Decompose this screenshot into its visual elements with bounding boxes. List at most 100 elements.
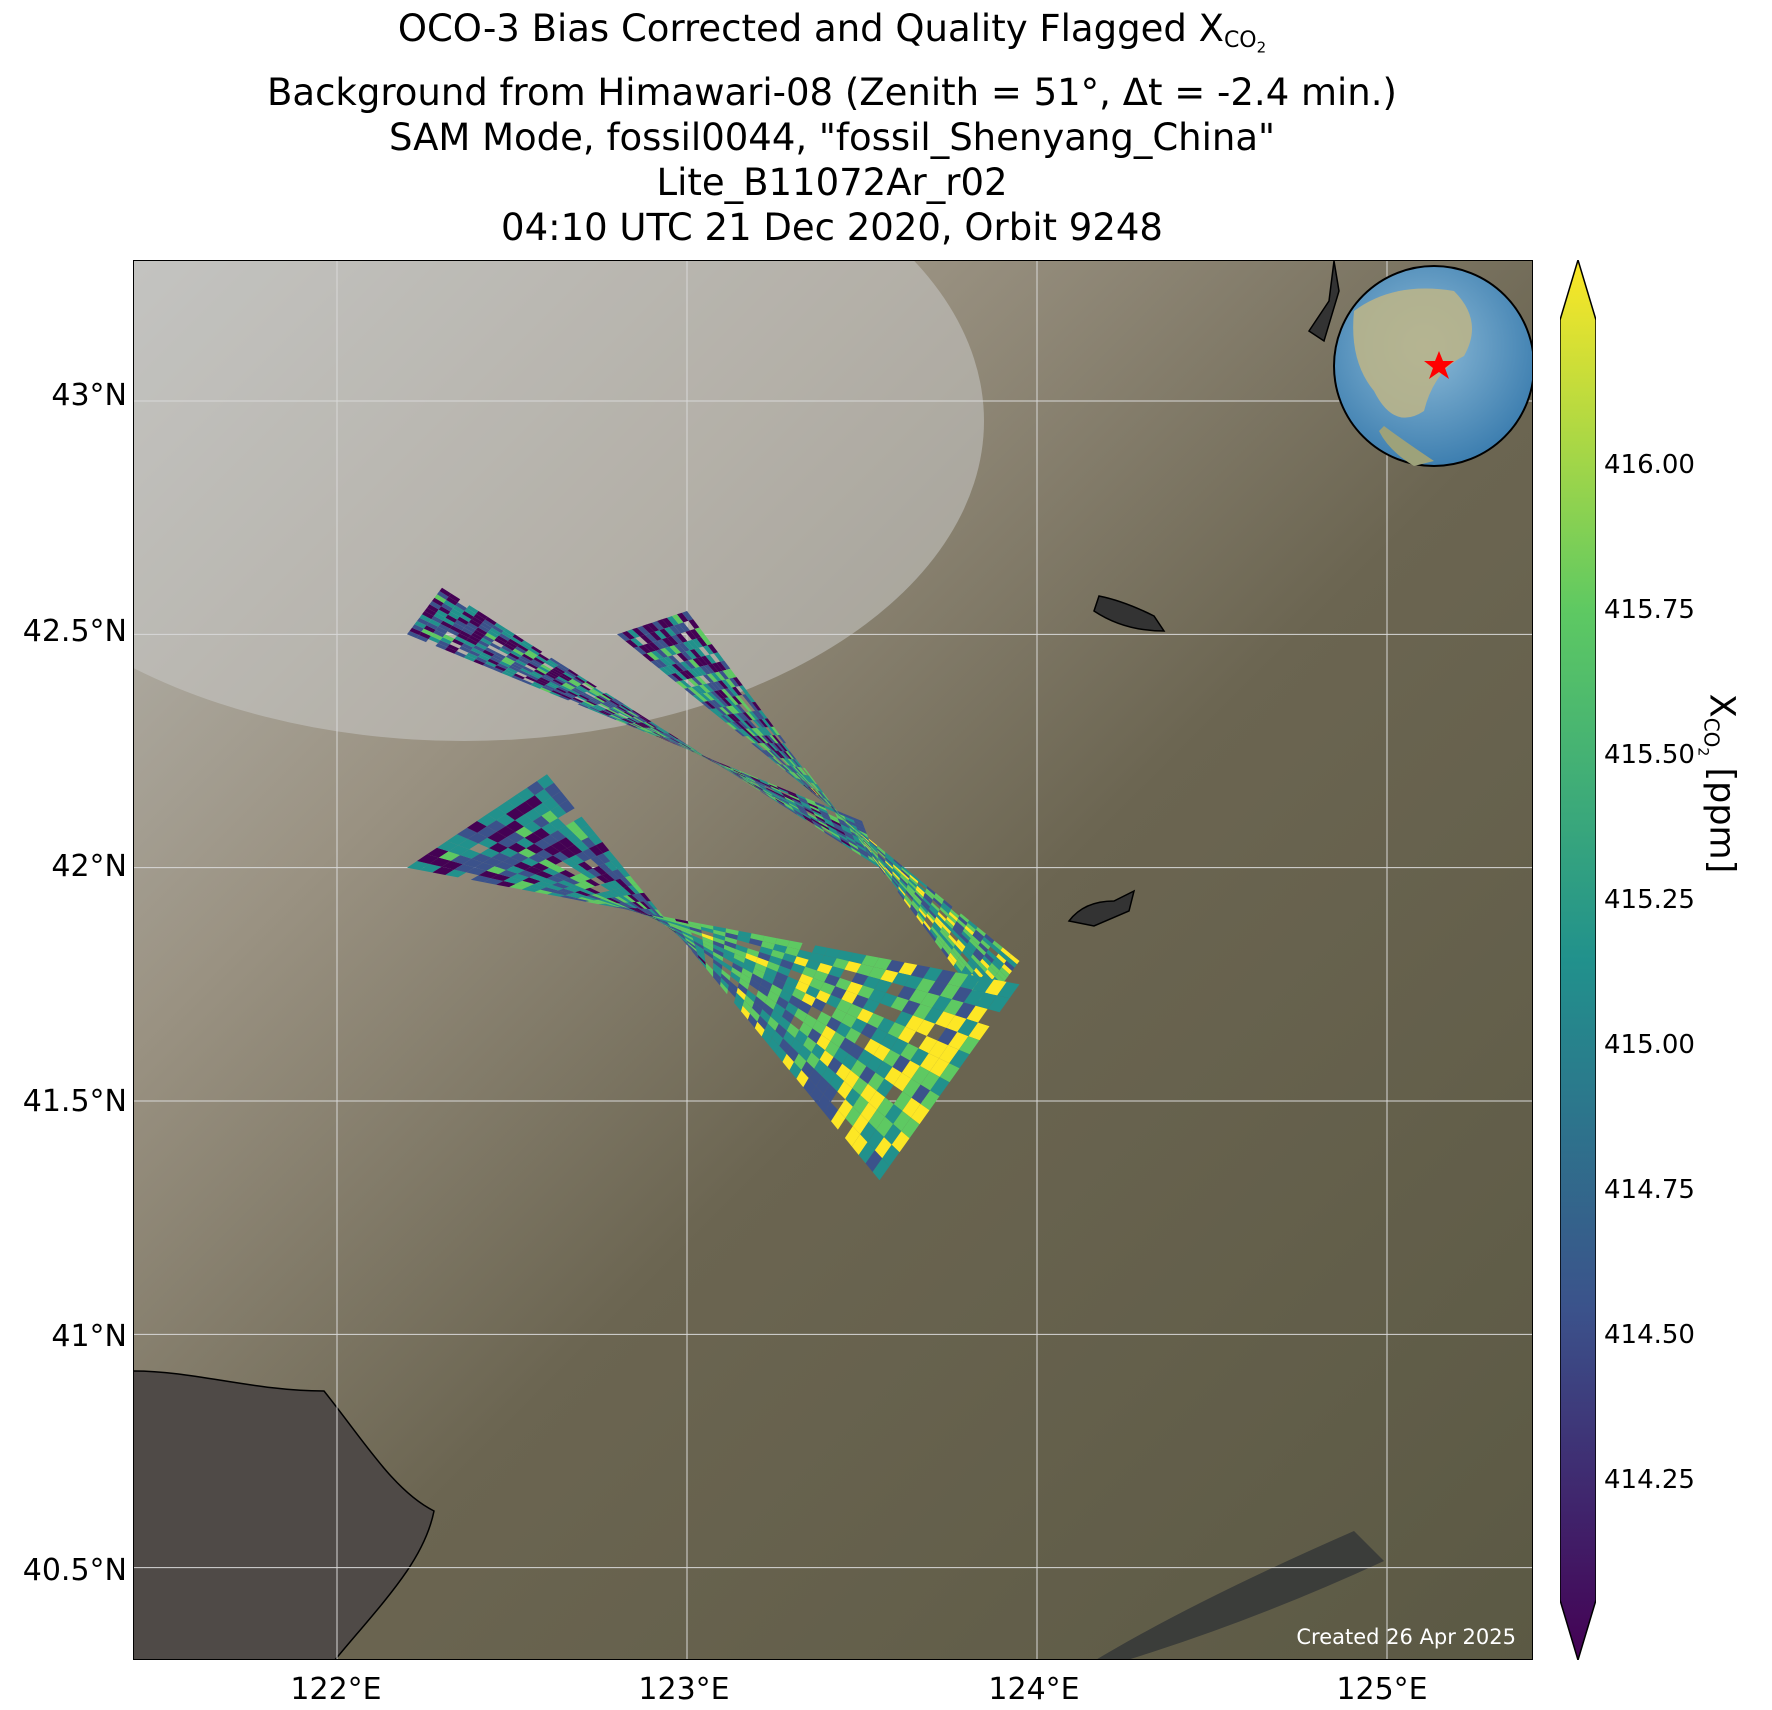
xco2-cell — [684, 744, 696, 751]
xco2-cell — [917, 883, 926, 893]
xco2-cell — [853, 820, 865, 828]
xco2-cell — [809, 805, 821, 813]
xco2-cell — [706, 673, 718, 683]
xco2-cell — [617, 867, 631, 878]
xco2-cell — [424, 607, 437, 616]
xco2-cell — [638, 722, 650, 728]
xco2-cell — [530, 683, 542, 689]
xco2-cell — [739, 977, 750, 990]
xco2-cell — [628, 902, 642, 909]
xco2-cell — [770, 786, 782, 793]
xco2-cell — [606, 715, 618, 720]
xco2-cell — [994, 956, 1005, 968]
xco2-cell — [759, 750, 771, 757]
xco2-cell — [899, 878, 908, 889]
xco2-cell — [857, 985, 875, 999]
xco2-cell — [663, 666, 676, 675]
xco2-cell — [675, 681, 688, 689]
xco2-cell — [832, 958, 849, 970]
xco2-cell — [974, 929, 985, 940]
target-star-icon — [1424, 351, 1454, 379]
lon-tick-label: 122°E — [290, 1672, 382, 1707]
xco2-cell — [713, 966, 722, 978]
xco2-cell — [801, 774, 811, 783]
xco2-cell — [841, 826, 853, 835]
xco2-cell — [978, 961, 988, 973]
xco2-cell — [842, 1053, 858, 1071]
xco2-cell — [655, 649, 668, 658]
xco2-cell — [640, 727, 652, 733]
xco2-cell — [547, 659, 559, 667]
xco2-cell — [482, 663, 495, 670]
colorbar-tick-label: 415.75 — [1604, 595, 1695, 625]
xco2-cell — [751, 743, 762, 751]
xco2-cell — [520, 668, 532, 675]
xco2-cell — [713, 948, 724, 958]
xco2-cell — [457, 827, 478, 839]
xco2-cell — [746, 720, 757, 729]
xco2-cell — [721, 973, 730, 986]
xco2-cell — [890, 1038, 909, 1056]
xco2-cell — [789, 758, 799, 768]
xco2-cell — [471, 616, 483, 625]
xco2-cell — [838, 1099, 853, 1119]
xco2-cell — [912, 1004, 932, 1020]
xco2-cell — [796, 772, 806, 781]
xco2-cell — [503, 643, 515, 651]
xco2-cell — [761, 735, 772, 744]
xco2-cell — [742, 1000, 753, 1014]
xco2-cell — [632, 723, 644, 728]
xco2-cell — [793, 808, 804, 817]
xco2-cell — [892, 869, 901, 879]
xco2-cell — [551, 791, 568, 806]
xco2-cell — [558, 674, 571, 682]
xco2-cell — [776, 757, 787, 766]
xco2-cell — [901, 865, 911, 875]
xco2-cell — [997, 981, 1020, 999]
xco2-cell — [898, 962, 918, 976]
xco2-cell — [549, 669, 562, 677]
xco2-cell — [917, 912, 925, 923]
xco2-cell — [591, 706, 603, 711]
xco2-cell — [746, 778, 758, 785]
xco2-cell — [686, 940, 697, 950]
xco2-cell — [524, 651, 536, 660]
xco2-cell — [924, 890, 934, 900]
xco2-cell — [892, 873, 900, 883]
xco2-cell — [939, 1045, 959, 1064]
xco2-cell — [759, 786, 770, 793]
xco2-cell — [654, 630, 667, 640]
xco2-cell — [585, 700, 598, 706]
xco2-cell — [489, 656, 502, 664]
xco2-cell — [657, 619, 669, 629]
xco2-cell — [818, 790, 827, 800]
xco2-cell — [754, 996, 765, 1010]
xco2-cell — [801, 993, 816, 1007]
xco2-cell — [782, 764, 793, 773]
xco2-cell — [787, 940, 803, 950]
xco2-cell — [832, 822, 843, 830]
xco2-cell — [942, 899, 953, 910]
xco2-cell — [613, 698, 625, 705]
xco2-cell — [740, 776, 752, 783]
xco2-cell — [689, 649, 702, 658]
xco2-cell — [436, 609, 448, 618]
xco2-cell — [972, 951, 983, 962]
xco2-cell — [699, 693, 712, 702]
xco2-cell — [869, 841, 878, 850]
xco2-cell — [750, 1008, 760, 1022]
xco2-cell — [713, 973, 721, 986]
xco2-cell — [583, 701, 596, 707]
xco2-cell — [795, 793, 807, 801]
lat-tick-label: 41.5°N — [22, 1084, 127, 1119]
xco2-cell — [792, 988, 806, 1001]
xco2-cell — [767, 782, 779, 789]
xco2-cell — [645, 731, 658, 736]
xco2-cell — [939, 984, 961, 1000]
xco2-cell — [667, 674, 680, 682]
xco2-cell — [792, 759, 801, 768]
xco2-cell — [468, 650, 481, 657]
xco2-cell — [558, 837, 575, 849]
xco2-cell — [600, 694, 612, 701]
xco2-cell — [804, 785, 815, 793]
